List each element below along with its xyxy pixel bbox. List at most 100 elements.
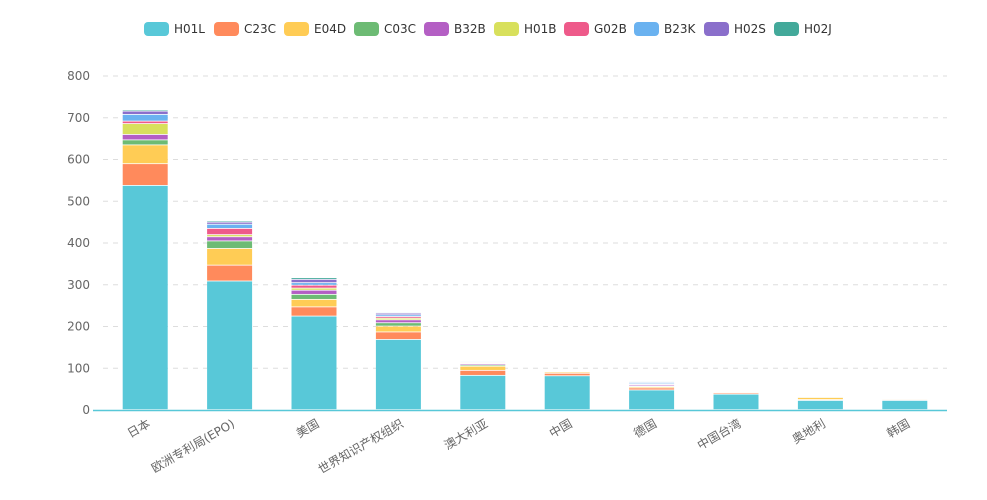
bar-segment[interactable] bbox=[291, 299, 337, 307]
bar-segment[interactable] bbox=[291, 285, 337, 288]
bar-segment[interactable] bbox=[291, 288, 337, 290]
legend-swatch bbox=[494, 22, 519, 36]
bar-segment[interactable] bbox=[291, 279, 337, 283]
bar-segment[interactable] bbox=[207, 224, 253, 229]
legend-label: C03C bbox=[384, 22, 417, 36]
bar-segment[interactable] bbox=[207, 228, 253, 235]
y-tick-label: 800 bbox=[67, 69, 90, 83]
legend-item-h01b[interactable]: H01B bbox=[494, 18, 557, 40]
bar-segment[interactable] bbox=[122, 114, 168, 121]
bar-segment[interactable] bbox=[375, 315, 421, 317]
bar-segment[interactable] bbox=[122, 121, 168, 124]
bar-segment[interactable] bbox=[375, 332, 421, 340]
legend-label: H01B bbox=[524, 22, 557, 36]
bar-segment[interactable] bbox=[291, 283, 337, 285]
bars bbox=[122, 110, 928, 410]
bar-segment[interactable] bbox=[544, 376, 590, 410]
y-tick-label: 200 bbox=[67, 320, 90, 334]
x-tick-label: 中国 bbox=[546, 416, 574, 441]
y-tick-label: 400 bbox=[67, 236, 90, 250]
legend-swatch bbox=[774, 22, 799, 36]
bar-segment[interactable] bbox=[544, 373, 590, 376]
y-tick-label: 0 bbox=[82, 403, 90, 417]
legend-label: B32B bbox=[454, 22, 486, 36]
bar-segment[interactable] bbox=[629, 390, 675, 410]
bar-segment[interactable] bbox=[207, 237, 253, 241]
bar-segment[interactable] bbox=[375, 313, 421, 315]
bar-segment[interactable] bbox=[122, 145, 168, 164]
legend-item-h02j[interactable]: H02J bbox=[774, 18, 832, 40]
y-axis: 0 100 200 300 400 500 600 700 800 bbox=[67, 69, 90, 417]
legend-label: B23K bbox=[664, 22, 696, 36]
bar-segment[interactable] bbox=[207, 265, 253, 281]
bar-segment[interactable] bbox=[375, 326, 421, 332]
y-tick-label: 100 bbox=[67, 361, 90, 375]
bar-segment[interactable] bbox=[797, 397, 843, 400]
legend-label: H01L bbox=[174, 22, 205, 36]
x-tick-label: 德国 bbox=[631, 416, 659, 441]
x-tick-label: 奥地利 bbox=[790, 416, 828, 446]
bar-segment[interactable] bbox=[713, 394, 759, 410]
legend-item-b32b[interactable]: B32B bbox=[424, 18, 486, 40]
legend-item-g02b[interactable]: G02B bbox=[564, 18, 627, 40]
legend-swatch bbox=[354, 22, 379, 36]
bar-segment[interactable] bbox=[122, 124, 168, 135]
legend-item-h02s[interactable]: H02S bbox=[704, 18, 766, 40]
x-tick-label: 韩国 bbox=[884, 416, 912, 441]
bar-segment[interactable] bbox=[460, 366, 506, 370]
bar-segment[interactable] bbox=[291, 294, 337, 299]
legend-label: E04D bbox=[314, 22, 347, 36]
bar-segment[interactable] bbox=[375, 323, 421, 326]
bar-segment[interactable] bbox=[122, 111, 168, 115]
legend-swatch bbox=[284, 22, 309, 36]
legend-swatch bbox=[144, 22, 169, 36]
legend-item-c23c[interactable]: C23C bbox=[214, 18, 276, 40]
legend-label: H02J bbox=[804, 22, 832, 36]
bar-segment[interactable] bbox=[460, 375, 506, 410]
bar-segment[interactable] bbox=[207, 281, 253, 410]
bar-segment[interactable] bbox=[375, 320, 421, 323]
bar-segment[interactable] bbox=[629, 388, 675, 390]
y-tick-label: 500 bbox=[67, 194, 90, 208]
legend-swatch bbox=[214, 22, 239, 36]
legend-label: H02S bbox=[734, 22, 766, 36]
bar-segment[interactable] bbox=[207, 222, 253, 224]
legend-swatch bbox=[564, 22, 589, 36]
legend-item-e04d[interactable]: E04D bbox=[284, 18, 346, 40]
bar-segment[interactable] bbox=[797, 400, 843, 410]
x-tick-label: 世界知识产权组织 bbox=[316, 416, 406, 476]
bar-segment[interactable] bbox=[207, 248, 253, 265]
bar-segment[interactable] bbox=[291, 278, 337, 279]
bar-segment[interactable] bbox=[291, 307, 337, 316]
legend-label: C23C bbox=[244, 22, 277, 36]
y-tick-label: 300 bbox=[67, 278, 90, 292]
legend-swatch bbox=[704, 22, 729, 36]
x-tick-label: 中国台湾 bbox=[694, 416, 743, 453]
legend-swatch bbox=[424, 22, 449, 36]
bar-segment[interactable] bbox=[207, 241, 253, 249]
x-tick-label: 日本 bbox=[125, 416, 153, 440]
bar-segment[interactable] bbox=[122, 140, 168, 145]
bar-segment[interactable] bbox=[375, 316, 421, 318]
y-tick-label: 600 bbox=[67, 153, 90, 167]
bar-segment[interactable] bbox=[882, 400, 928, 410]
bar-segment[interactable] bbox=[375, 318, 421, 320]
bar-segment[interactable] bbox=[122, 164, 168, 186]
legend-item-h01l[interactable]: H01L bbox=[144, 18, 205, 40]
legend-item-c03c[interactable]: C03C bbox=[354, 18, 416, 40]
bar-segment[interactable] bbox=[291, 316, 337, 410]
legend-item-b23k[interactable]: B23K bbox=[634, 18, 695, 40]
bar-segment[interactable] bbox=[291, 290, 337, 294]
legend-label: G02B bbox=[594, 22, 627, 36]
x-tick-label: 澳大利亚 bbox=[442, 416, 491, 452]
bar-segment[interactable] bbox=[207, 235, 253, 237]
x-tick-label: 欧洲专利局(EPO) bbox=[149, 416, 238, 476]
bar-segment[interactable] bbox=[460, 370, 506, 375]
bar-segment[interactable] bbox=[122, 134, 168, 140]
x-tick-label: 美国 bbox=[294, 416, 322, 440]
bar-segment[interactable] bbox=[375, 339, 421, 410]
bar-segment[interactable] bbox=[122, 185, 168, 410]
